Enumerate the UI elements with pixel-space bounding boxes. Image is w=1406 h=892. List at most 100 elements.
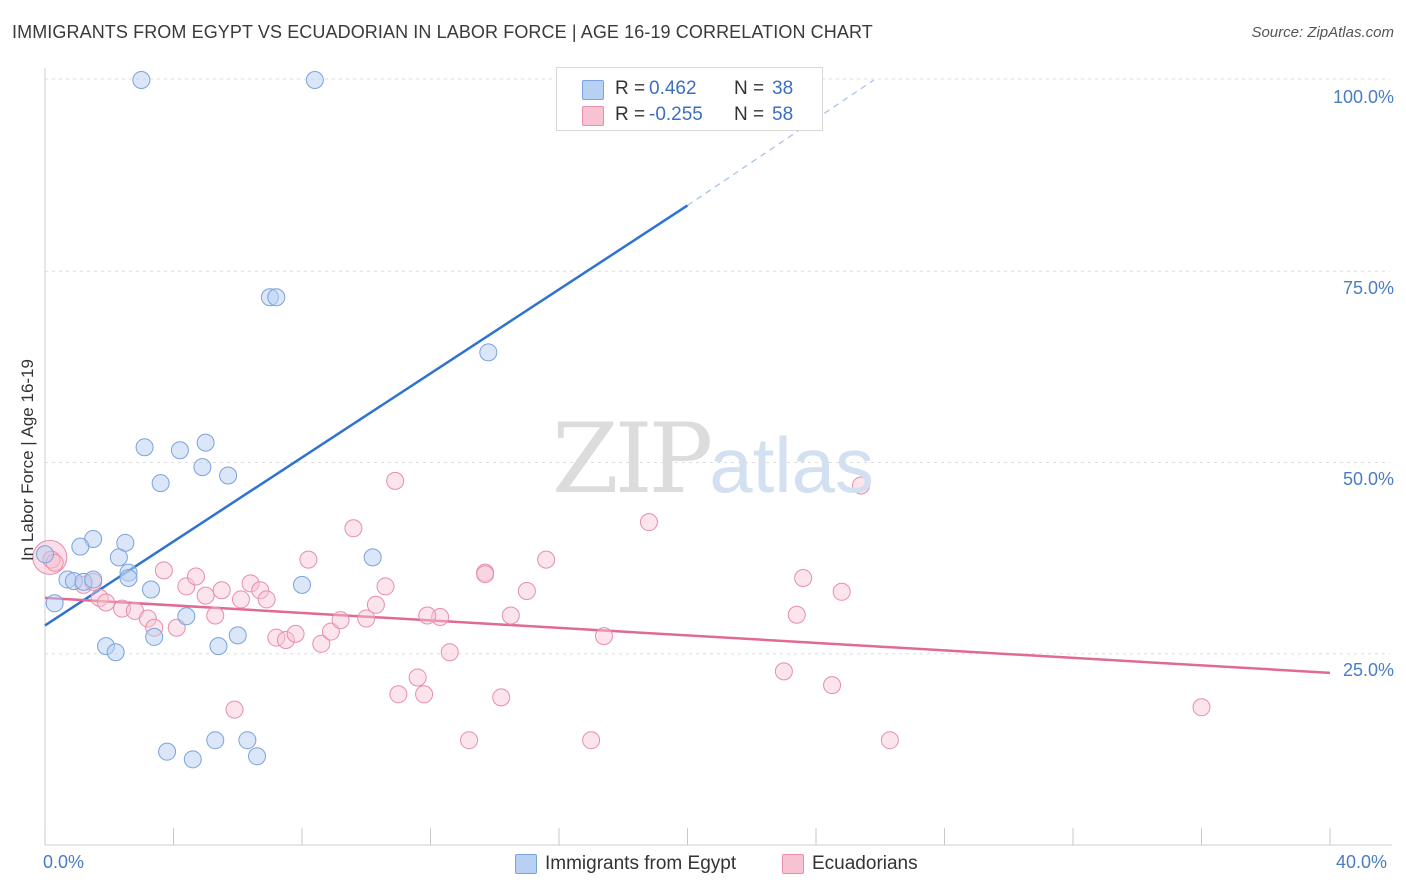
scatter-point-ecuadorians-26 [312, 634, 331, 653]
y-tick-label-100: 100.0% [1332, 87, 1394, 107]
scatter-point-egypt-31 [209, 637, 228, 656]
scatter-point-ecuadorians-27 [321, 622, 340, 641]
bottom-legend-ecuadorians: Ecuadorians [782, 852, 942, 876]
scatter-point-ecuadorians-15 [206, 606, 225, 625]
scatter-point-ecuadorians-48 [774, 662, 793, 681]
scatter-point-egypt-36 [238, 731, 257, 750]
scatter-point-ecuadorians-35 [408, 668, 427, 687]
points-layer [32, 71, 1211, 769]
scatter-point-egypt-35 [206, 731, 225, 750]
scatter-point-ecuadorians-10 [154, 561, 173, 580]
legend-n-label: N = [734, 78, 765, 99]
y-axis-title: In Labor Force | Age 16-19 [18, 359, 37, 561]
scatter-point-egypt-25 [142, 580, 161, 599]
legend-n-label: N = [734, 104, 765, 125]
scatter-point-ecuadorians-34 [386, 471, 405, 490]
correlation-legend: R = 0.462 N = 38 R = -0.255 N = 58 [556, 67, 823, 131]
scatter-point-egypt-26 [45, 594, 64, 613]
chart-title: IMMIGRANTS FROM EGYPT VS ECUADORIAN IN L… [12, 22, 873, 42]
y-tick-label-75: 75.0% [1342, 278, 1394, 298]
scatter-point-ecuadorians-31 [366, 595, 385, 614]
legend-n-value: 38 [772, 78, 794, 99]
scatter-point-ecuadorians-55 [1192, 698, 1211, 717]
scatter-point-ecuadorians-11 [167, 618, 186, 637]
scatter-point-ecuadorians-5 [97, 593, 116, 612]
scatter-point-egypt-6 [135, 438, 154, 457]
scatter-point-ecuadorians-51 [823, 676, 842, 695]
scatter-point-ecuadorians-30 [357, 609, 376, 628]
legend-r-label: R = [615, 104, 646, 125]
scatter-point-ecuadorians-45 [582, 731, 601, 750]
bottom-legend-swatch-ecuadorians [782, 854, 804, 874]
scatter-point-ecuadorians-12 [177, 577, 196, 596]
scatter-point-egypt-37 [248, 747, 267, 766]
legend-swatch-ecuadorians [582, 106, 604, 126]
legend-r-label: R = [615, 78, 646, 99]
scatter-point-ecuadorians-41 [492, 688, 511, 707]
scatter-point-egypt-1 [305, 71, 324, 89]
scatter-point-ecuadorians-32 [376, 577, 395, 596]
scatter-point-ecuadorians-44 [537, 550, 556, 569]
scatter-point-ecuadorians-19 [241, 574, 260, 593]
scatter-point-ecuadorians-33 [389, 685, 408, 704]
scatter-point-ecuadorians-56 [476, 565, 495, 584]
scatter-point-ecuadorians-46 [594, 627, 613, 646]
scatter-point-egypt-8 [196, 433, 215, 452]
grid-layer [45, 78, 1390, 655]
scatter-point-ecuadorians-25 [299, 550, 318, 569]
scatter-point-ecuadorians-37 [431, 608, 450, 627]
legend-row-ecuadorians: R = -0.255 N = 58 [557, 102, 822, 128]
scatter-point-ecuadorians-39 [460, 731, 479, 750]
scatter-point-ecuadorians-4 [90, 588, 109, 607]
scatter-point-egypt-33 [158, 742, 177, 761]
scatter-point-egypt-29 [228, 626, 247, 645]
axis-layer [44, 68, 1392, 846]
legend-swatch-egypt [582, 80, 604, 100]
scatter-point-ecuadorians-16 [212, 581, 231, 600]
scatter-point-ecuadorians-18 [231, 590, 250, 609]
scatter-point-ecuadorians-52 [832, 582, 851, 601]
scatter-point-ecuadorians-53 [851, 476, 870, 495]
legend-r-value: -0.255 [649, 104, 703, 125]
scatter-point-ecuadorians-23 [276, 630, 295, 649]
source-credit: Source: ZipAtlas.com [1251, 24, 1394, 41]
scatter-point-egypt-16 [109, 548, 128, 567]
scatter-point-ecuadorians-28 [331, 611, 350, 630]
bottom-legend-egypt: Immigrants from Egypt [515, 852, 765, 876]
scatter-point-egypt-9 [193, 458, 212, 477]
scatter-point-egypt-27 [177, 607, 196, 626]
scatter-point-egypt-32 [106, 643, 125, 662]
scatter-point-ecuadorians-50 [794, 569, 813, 588]
scatter-point-ecuadorians-17 [225, 700, 244, 719]
scatter-point-ecuadorians-43 [517, 582, 536, 601]
scatter-point-ecuadorians-42 [501, 606, 520, 625]
scatter-point-egypt-5 [479, 343, 498, 362]
scatter-point-ecuadorians-13 [186, 567, 205, 586]
bottom-legend-swatch-egypt [515, 854, 537, 874]
trend-line-egypt-extension [687, 79, 875, 206]
trend-line-ecuadorians [44, 596, 1331, 675]
scatter-point-ecuadorians-20 [251, 581, 270, 600]
x-axis-min-label: 0.0% [43, 852, 85, 872]
watermark-atlas: atlas [709, 421, 874, 509]
watermark: ZIPatlas [552, 403, 874, 515]
bottom-legend-label-egypt: Immigrants from Egypt [545, 853, 737, 874]
scatter-point-ecuadorians-24 [286, 624, 305, 643]
scatter-point-egypt-17 [363, 548, 382, 567]
bottom-legend-label-ecuadorians: Ecuadorians [812, 853, 918, 874]
scatter-point-ecuadorians-21 [257, 590, 276, 609]
legend-n-value: 58 [772, 104, 794, 125]
legend-row-egypt: R = 0.462 N = 38 [557, 76, 822, 102]
scatter-point-ecuadorians-14 [196, 586, 215, 605]
scatter-point-egypt-11 [151, 474, 170, 493]
y-tick-label-25: 25.0% [1342, 660, 1394, 680]
scatter-point-egypt-12 [36, 545, 54, 564]
scatter-point-ecuadorians-8 [138, 609, 157, 628]
scatter-point-egypt-28 [145, 627, 164, 646]
scatter-point-ecuadorians-47 [639, 513, 658, 532]
x-axis-max-label: 40.0% [1336, 852, 1388, 872]
scatter-point-egypt-15 [71, 537, 90, 556]
scatter-point-ecuadorians-29 [344, 519, 363, 538]
watermark-zip: ZIP [552, 403, 713, 515]
